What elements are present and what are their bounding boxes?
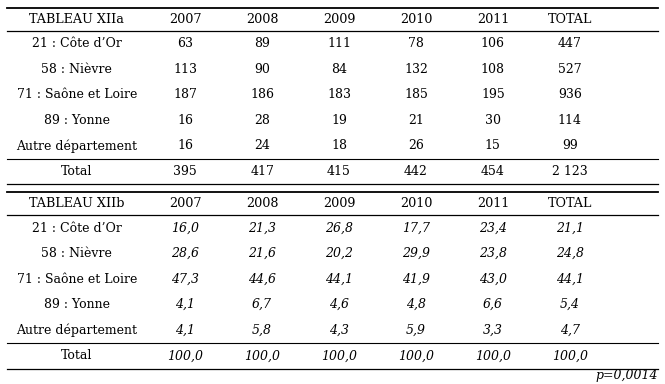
Text: 99: 99 xyxy=(562,139,578,152)
Text: 89 : Yonne: 89 : Yonne xyxy=(44,114,110,127)
Text: 90: 90 xyxy=(254,63,270,76)
Text: 28: 28 xyxy=(254,114,270,127)
Text: 2009: 2009 xyxy=(323,197,355,210)
Text: 18: 18 xyxy=(331,139,347,152)
Text: 16: 16 xyxy=(177,114,194,127)
Text: 89 : Yonne: 89 : Yonne xyxy=(44,298,110,311)
Text: p=0,0014: p=0,0014 xyxy=(596,369,658,382)
Text: 21: 21 xyxy=(408,114,424,127)
Text: Autre département: Autre département xyxy=(16,324,137,337)
Text: 21,1: 21,1 xyxy=(556,222,584,235)
Text: 2010: 2010 xyxy=(400,13,432,26)
Text: 415: 415 xyxy=(327,165,351,178)
Text: 24: 24 xyxy=(254,139,270,152)
Text: 4,8: 4,8 xyxy=(406,298,426,311)
Text: 26,8: 26,8 xyxy=(325,222,353,235)
Text: 100,0: 100,0 xyxy=(398,349,434,362)
Text: 106: 106 xyxy=(481,37,505,50)
Text: 2009: 2009 xyxy=(323,13,355,26)
Text: 21,3: 21,3 xyxy=(248,222,276,235)
Text: 100,0: 100,0 xyxy=(167,349,203,362)
Text: 195: 195 xyxy=(481,88,505,101)
Text: 527: 527 xyxy=(558,63,581,76)
Text: TOTAL: TOTAL xyxy=(547,13,592,26)
Text: 20,2: 20,2 xyxy=(325,247,353,260)
Text: 4,1: 4,1 xyxy=(175,298,196,311)
Text: 89: 89 xyxy=(254,37,270,50)
Text: 113: 113 xyxy=(173,63,198,76)
Text: 24,8: 24,8 xyxy=(556,247,584,260)
Text: 3,3: 3,3 xyxy=(483,324,503,337)
Text: 2008: 2008 xyxy=(246,13,279,26)
Text: 6,7: 6,7 xyxy=(252,298,272,311)
Text: 21 : Côte d’Or: 21 : Côte d’Or xyxy=(32,37,122,50)
Text: 58 : Nièvre: 58 : Nièvre xyxy=(41,247,112,260)
Text: 58 : Nièvre: 58 : Nièvre xyxy=(41,63,112,76)
Text: 2011: 2011 xyxy=(477,13,509,26)
Text: 5,4: 5,4 xyxy=(560,298,580,311)
Text: 16,0: 16,0 xyxy=(171,222,200,235)
Text: 47,3: 47,3 xyxy=(171,273,200,286)
Text: 4,6: 4,6 xyxy=(329,298,349,311)
Text: 100,0: 100,0 xyxy=(244,349,280,362)
Text: 187: 187 xyxy=(174,88,197,101)
Text: 30: 30 xyxy=(485,114,501,127)
Text: 15: 15 xyxy=(485,139,501,152)
Text: 454: 454 xyxy=(481,165,505,178)
Text: 183: 183 xyxy=(327,88,351,101)
Text: 41,9: 41,9 xyxy=(402,273,430,286)
Text: TABLEAU XIIb: TABLEAU XIIb xyxy=(29,197,124,210)
Text: 2011: 2011 xyxy=(477,197,509,210)
Text: 447: 447 xyxy=(558,37,582,50)
Text: 5,8: 5,8 xyxy=(252,324,272,337)
Text: 19: 19 xyxy=(331,114,347,127)
Text: 6,6: 6,6 xyxy=(483,298,503,311)
Text: 442: 442 xyxy=(404,165,428,178)
Text: 2 123: 2 123 xyxy=(552,165,588,178)
Text: 2010: 2010 xyxy=(400,197,432,210)
Text: 132: 132 xyxy=(404,63,428,76)
Text: 43,0: 43,0 xyxy=(479,273,507,286)
Text: 108: 108 xyxy=(481,63,505,76)
Text: 71 : Saône et Loire: 71 : Saône et Loire xyxy=(17,88,137,101)
Text: 29,9: 29,9 xyxy=(402,247,430,260)
Text: TABLEAU XIIa: TABLEAU XIIa xyxy=(29,13,124,26)
Text: 186: 186 xyxy=(250,88,274,101)
Text: 78: 78 xyxy=(408,37,424,50)
Text: 936: 936 xyxy=(558,88,582,101)
Text: 4,7: 4,7 xyxy=(560,324,580,337)
Text: 44,1: 44,1 xyxy=(325,273,353,286)
Text: 44,6: 44,6 xyxy=(248,273,276,286)
Text: 21,6: 21,6 xyxy=(248,247,276,260)
Text: 23,8: 23,8 xyxy=(479,247,507,260)
Text: 395: 395 xyxy=(174,165,197,178)
Text: 71 : Saône et Loire: 71 : Saône et Loire xyxy=(17,273,137,286)
Text: 21 : Côte d’Or: 21 : Côte d’Or xyxy=(32,222,122,235)
Text: Autre département: Autre département xyxy=(16,139,137,153)
Text: 17,7: 17,7 xyxy=(402,222,430,235)
Text: 185: 185 xyxy=(404,88,428,101)
Text: Total: Total xyxy=(61,165,92,178)
Text: TOTAL: TOTAL xyxy=(547,197,592,210)
Text: 417: 417 xyxy=(250,165,274,178)
Text: 44,1: 44,1 xyxy=(556,273,584,286)
Text: 4,3: 4,3 xyxy=(329,324,349,337)
Text: 100,0: 100,0 xyxy=(552,349,588,362)
Text: 100,0: 100,0 xyxy=(321,349,357,362)
Text: 16: 16 xyxy=(177,139,194,152)
Text: 114: 114 xyxy=(558,114,582,127)
Text: 100,0: 100,0 xyxy=(475,349,511,362)
Text: Total: Total xyxy=(61,349,92,362)
Text: 28,6: 28,6 xyxy=(171,247,200,260)
Text: 2008: 2008 xyxy=(246,197,279,210)
Text: 23,4: 23,4 xyxy=(479,222,507,235)
Text: 111: 111 xyxy=(327,37,351,50)
Text: 63: 63 xyxy=(177,37,194,50)
Text: 2007: 2007 xyxy=(169,13,201,26)
Text: 26: 26 xyxy=(408,139,424,152)
Text: 5,9: 5,9 xyxy=(406,324,426,337)
Text: 2007: 2007 xyxy=(169,197,201,210)
Text: 84: 84 xyxy=(331,63,347,76)
Text: 4,1: 4,1 xyxy=(175,324,196,337)
